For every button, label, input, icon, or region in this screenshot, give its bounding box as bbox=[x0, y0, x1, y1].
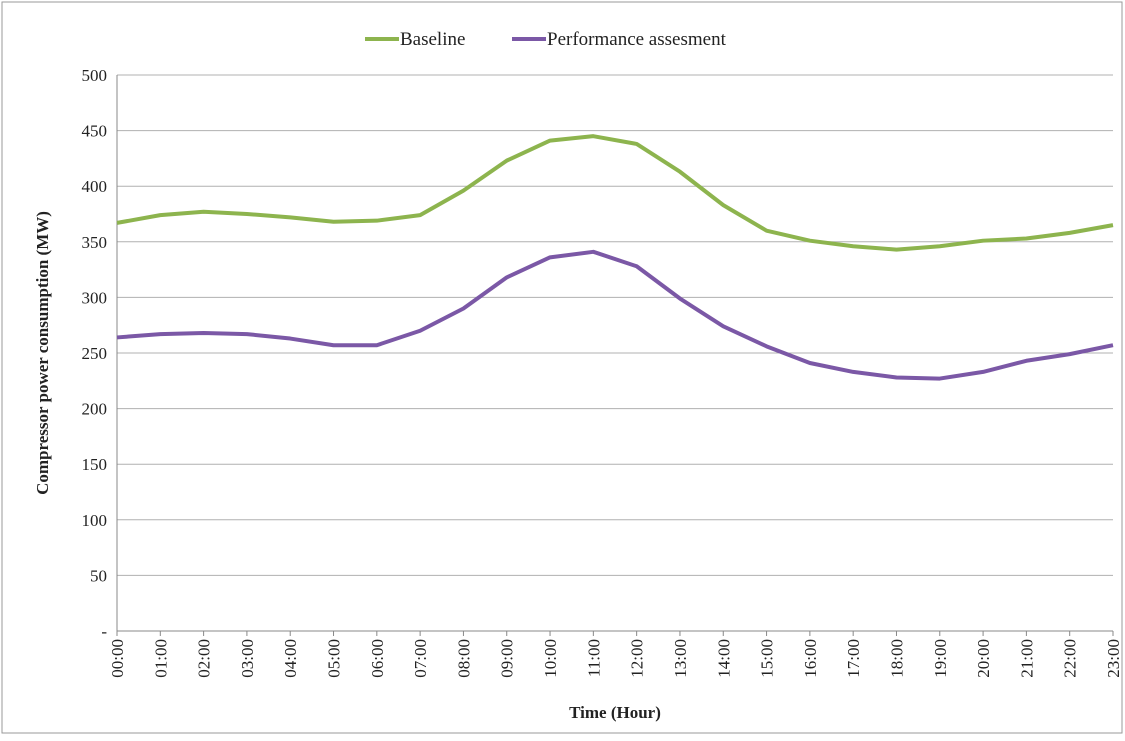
x-tick-label: 13:00 bbox=[671, 639, 690, 678]
x-tick-label: 06:00 bbox=[368, 639, 387, 678]
y-tick-label: 150 bbox=[82, 455, 108, 474]
x-tick-label: 19:00 bbox=[931, 639, 950, 678]
x-tick-label: 10:00 bbox=[541, 639, 560, 678]
y-tick-label: 50 bbox=[90, 566, 107, 585]
x-tick-label: 17:00 bbox=[844, 639, 863, 678]
data-line bbox=[116, 249, 1114, 381]
x-tick-label: 03:00 bbox=[238, 639, 257, 678]
x-tick-label: 11:00 bbox=[584, 639, 603, 677]
x-tick-label: 14:00 bbox=[714, 639, 733, 678]
y-tick-label: 450 bbox=[82, 122, 108, 141]
x-tick-label: 02:00 bbox=[195, 639, 214, 678]
x-tick-label: 04:00 bbox=[281, 639, 300, 678]
y-tick-label: 400 bbox=[82, 177, 108, 196]
x-tick-label: 00:00 bbox=[108, 639, 127, 678]
x-tick-label: 22:00 bbox=[1061, 639, 1080, 678]
y-tick-label: - bbox=[101, 622, 107, 641]
x-tick-label: 08:00 bbox=[454, 639, 473, 678]
x-tick-label: 21:00 bbox=[1017, 639, 1036, 678]
x-tick-label: 20:00 bbox=[974, 639, 993, 678]
legend-label: Baseline bbox=[400, 29, 465, 50]
y-tick-label: 100 bbox=[82, 511, 108, 530]
data-line bbox=[116, 134, 1114, 252]
x-tick-label: 15:00 bbox=[758, 639, 777, 678]
x-tick-label: 01:00 bbox=[151, 639, 170, 678]
legend-label: Performance assesment bbox=[547, 29, 727, 50]
x-tick-label: 09:00 bbox=[498, 639, 517, 678]
x-tick-label: 23:00 bbox=[1104, 639, 1123, 678]
y-axis-title: Compressor power consumption (MW) bbox=[33, 211, 52, 495]
x-tick-label: 05:00 bbox=[325, 639, 344, 678]
y-tick-label: 250 bbox=[82, 344, 108, 363]
y-tick-label: 300 bbox=[82, 288, 108, 307]
x-tick-label: 18:00 bbox=[887, 639, 906, 678]
y-tick-label: 350 bbox=[82, 233, 108, 252]
y-tick-label: 500 bbox=[82, 66, 108, 85]
x-tick-label: 07:00 bbox=[411, 639, 430, 678]
y-tick-label: 200 bbox=[82, 400, 108, 419]
x-axis-title: Time (Hour) bbox=[569, 703, 661, 722]
x-tick-label: 12:00 bbox=[628, 639, 647, 678]
x-tick-label: 16:00 bbox=[801, 639, 820, 678]
